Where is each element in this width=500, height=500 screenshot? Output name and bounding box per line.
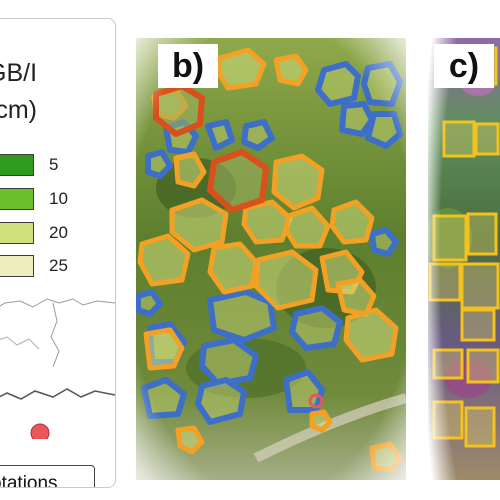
mini-map bbox=[0, 298, 115, 439]
aerial-image-b bbox=[136, 38, 406, 480]
annotation-label-box: otations bbox=[0, 465, 95, 488]
legend-swatch bbox=[0, 188, 34, 210]
annotation-label: otations bbox=[0, 473, 58, 488]
legend-value: 5 bbox=[49, 155, 59, 174]
panel-label-b: b) bbox=[158, 44, 218, 88]
legend-swatch bbox=[0, 154, 34, 176]
legend-panel: GB/I (cm) 5 10 20 25 otations bbox=[0, 18, 116, 488]
legend-title: GB/I (cm) bbox=[0, 59, 38, 124]
aerial-image-c bbox=[428, 38, 500, 480]
legend-value: 10 bbox=[49, 189, 68, 208]
legend-value: 20 bbox=[49, 223, 68, 242]
legend-swatch bbox=[0, 255, 34, 277]
legend-swatch bbox=[0, 222, 34, 244]
aerial-image-panel-c bbox=[428, 38, 500, 480]
panel-label-c: c) bbox=[434, 44, 494, 88]
aerial-image-panel-b bbox=[136, 38, 406, 480]
annotation-marker bbox=[30, 423, 50, 439]
legend-value: 25 bbox=[49, 256, 68, 275]
